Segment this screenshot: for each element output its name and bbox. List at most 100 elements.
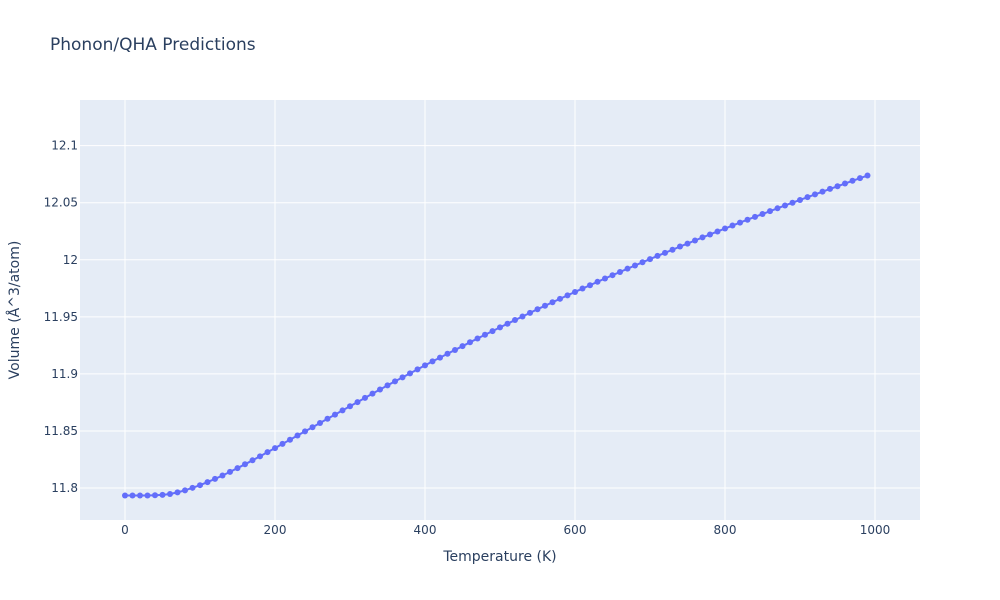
- data-point[interactable]: [234, 465, 241, 472]
- data-point[interactable]: [144, 492, 151, 499]
- data-point[interactable]: [759, 211, 766, 218]
- data-point[interactable]: [699, 234, 706, 241]
- data-point[interactable]: [482, 331, 488, 338]
- data-point[interactable]: [774, 205, 781, 212]
- data-point[interactable]: [819, 188, 826, 195]
- data-point[interactable]: [782, 202, 788, 209]
- data-point[interactable]: [212, 475, 218, 482]
- data-point[interactable]: [174, 489, 181, 496]
- data-point[interactable]: [407, 370, 413, 377]
- data-point[interactable]: [317, 419, 323, 426]
- data-point[interactable]: [722, 225, 728, 232]
- data-point[interactable]: [587, 282, 593, 289]
- data-point[interactable]: [542, 302, 548, 309]
- data-point[interactable]: [474, 335, 481, 342]
- data-point[interactable]: [339, 407, 346, 414]
- data-point[interactable]: [152, 492, 158, 499]
- data-point[interactable]: [804, 194, 811, 201]
- data-point[interactable]: [332, 411, 338, 418]
- data-point[interactable]: [354, 399, 361, 406]
- data-point[interactable]: [384, 382, 391, 389]
- data-point[interactable]: [182, 487, 188, 494]
- data-point[interactable]: [632, 262, 638, 269]
- data-point[interactable]: [249, 457, 256, 464]
- data-point[interactable]: [827, 185, 833, 192]
- data-point[interactable]: [594, 278, 601, 285]
- data-point[interactable]: [617, 268, 623, 275]
- data-point[interactable]: [227, 468, 233, 475]
- data-point[interactable]: [197, 482, 203, 489]
- data-point[interactable]: [219, 472, 226, 479]
- data-point[interactable]: [857, 175, 863, 182]
- data-point[interactable]: [294, 432, 301, 439]
- data-point[interactable]: [752, 213, 758, 220]
- data-point[interactable]: [812, 191, 818, 198]
- data-point[interactable]: [707, 231, 713, 238]
- data-point[interactable]: [264, 449, 271, 456]
- data-point[interactable]: [647, 256, 653, 263]
- data-point[interactable]: [842, 180, 848, 187]
- data-point[interactable]: [279, 440, 286, 447]
- data-point[interactable]: [579, 285, 586, 292]
- data-point[interactable]: [129, 492, 136, 499]
- data-point[interactable]: [369, 390, 376, 397]
- data-point[interactable]: [864, 172, 871, 179]
- data-point[interactable]: [519, 313, 526, 320]
- data-point[interactable]: [399, 374, 406, 381]
- data-point[interactable]: [557, 295, 563, 302]
- data-point[interactable]: [834, 183, 841, 190]
- data-point[interactable]: [362, 394, 368, 401]
- data-point[interactable]: [639, 259, 646, 266]
- data-point[interactable]: [714, 228, 721, 235]
- data-point[interactable]: [444, 350, 451, 357]
- data-point[interactable]: [654, 252, 661, 259]
- data-point[interactable]: [204, 479, 211, 486]
- data-point[interactable]: [422, 362, 428, 369]
- data-point[interactable]: [744, 216, 751, 223]
- data-point[interactable]: [534, 306, 541, 313]
- data-point[interactable]: [429, 358, 436, 365]
- data-point[interactable]: [789, 199, 796, 206]
- data-point[interactable]: [609, 272, 616, 279]
- data-point[interactable]: [624, 265, 631, 272]
- data-point[interactable]: [392, 378, 398, 385]
- data-point[interactable]: [122, 492, 128, 499]
- data-point[interactable]: [459, 343, 466, 350]
- data-point[interactable]: [797, 196, 803, 203]
- data-point[interactable]: [452, 346, 458, 353]
- data-point[interactable]: [504, 320, 511, 327]
- data-point[interactable]: [324, 415, 331, 422]
- data-point[interactable]: [414, 366, 421, 373]
- data-point[interactable]: [437, 354, 443, 361]
- data-point[interactable]: [564, 292, 571, 299]
- data-point[interactable]: [347, 403, 353, 410]
- data-point[interactable]: [767, 208, 773, 215]
- data-point[interactable]: [662, 249, 668, 256]
- data-point[interactable]: [527, 309, 533, 316]
- data-point[interactable]: [497, 324, 503, 331]
- data-point[interactable]: [549, 299, 556, 306]
- data-point[interactable]: [669, 246, 676, 253]
- data-point[interactable]: [189, 484, 196, 491]
- data-point[interactable]: [257, 453, 263, 460]
- data-point[interactable]: [692, 237, 698, 244]
- data-point[interactable]: [677, 243, 683, 250]
- data-point[interactable]: [137, 492, 143, 499]
- data-point[interactable]: [849, 177, 856, 184]
- data-point[interactable]: [684, 240, 691, 247]
- data-point[interactable]: [287, 436, 293, 443]
- data-point[interactable]: [489, 328, 496, 335]
- data-point[interactable]: [377, 386, 383, 393]
- data-point[interactable]: [729, 222, 736, 229]
- data-point[interactable]: [467, 339, 473, 346]
- data-point[interactable]: [737, 219, 743, 226]
- data-point[interactable]: [602, 275, 608, 282]
- data-point[interactable]: [302, 428, 308, 435]
- data-point[interactable]: [167, 490, 173, 497]
- data-point[interactable]: [272, 445, 278, 452]
- data-point[interactable]: [159, 491, 166, 498]
- data-point[interactable]: [309, 424, 316, 431]
- data-point[interactable]: [512, 317, 518, 324]
- data-point[interactable]: [572, 288, 578, 295]
- data-point[interactable]: [242, 461, 248, 468]
